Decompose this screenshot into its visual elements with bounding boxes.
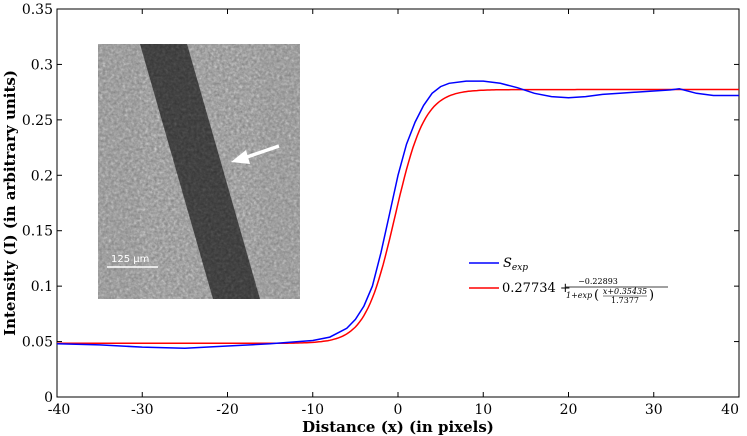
svg-text:): ) — [649, 288, 654, 303]
y-tick-label: 0.2 — [31, 168, 53, 184]
arrow-icon — [231, 144, 280, 164]
legend-fit-denominator-lead: 1+exp — [566, 291, 592, 300]
legend-fit-inner-numerator: x+0.35435 — [603, 287, 647, 296]
x-tick-label: -10 — [301, 402, 324, 418]
legend: Sexp 0.27734 + −0.22893 1+exp ( x+0.3543… — [469, 256, 668, 305]
y-tick-label: 0.05 — [22, 335, 53, 351]
x-tick-label: 10 — [474, 402, 492, 418]
series-line-s-exp — [57, 80, 739, 349]
legend-fit-numerator: −0.22893 — [578, 277, 618, 286]
y-tick-label: 0.1 — [31, 279, 53, 295]
x-axis-label: Distance (x) (in pixels) — [302, 418, 494, 436]
legend-fit-prefix: 0.27734 + — [502, 281, 571, 296]
x-tick-label: 20 — [560, 402, 578, 418]
legend-label-s-exp: Sexp — [503, 256, 528, 273]
inset-micrograph: 125 µm — [98, 44, 300, 299]
svg-text:(: ( — [594, 288, 599, 303]
x-tick-label: 0 — [394, 402, 403, 418]
x-axis-ticks: -40 -30 -20 -10 0 10 20 30 40 — [48, 9, 740, 418]
series-line-fit — [57, 88, 739, 345]
x-tick-label: -30 — [131, 402, 154, 418]
scale-bar-label: 125 µm — [111, 254, 149, 265]
x-tick-label: 40 — [721, 402, 739, 418]
legend-fit-inner-denominator: 1.7377 — [611, 296, 639, 305]
y-tick-label: 0.3 — [31, 57, 53, 73]
x-tick-label: -20 — [216, 402, 239, 418]
y-tick-label: 0.15 — [22, 224, 53, 240]
y-tick-label: 0 — [44, 390, 53, 406]
y-axis-label: Intensity (I) (in arbitrary units) — [1, 70, 19, 336]
y-tick-label: 0.35 — [22, 2, 53, 18]
x-tick-label: -40 — [48, 402, 71, 418]
y-axis-ticks: 0 0.05 0.1 0.15 0.2 0.25 0.3 0.35 — [22, 2, 739, 406]
y-tick-label: 0.25 — [22, 113, 53, 129]
x-tick-label: 30 — [645, 402, 663, 418]
